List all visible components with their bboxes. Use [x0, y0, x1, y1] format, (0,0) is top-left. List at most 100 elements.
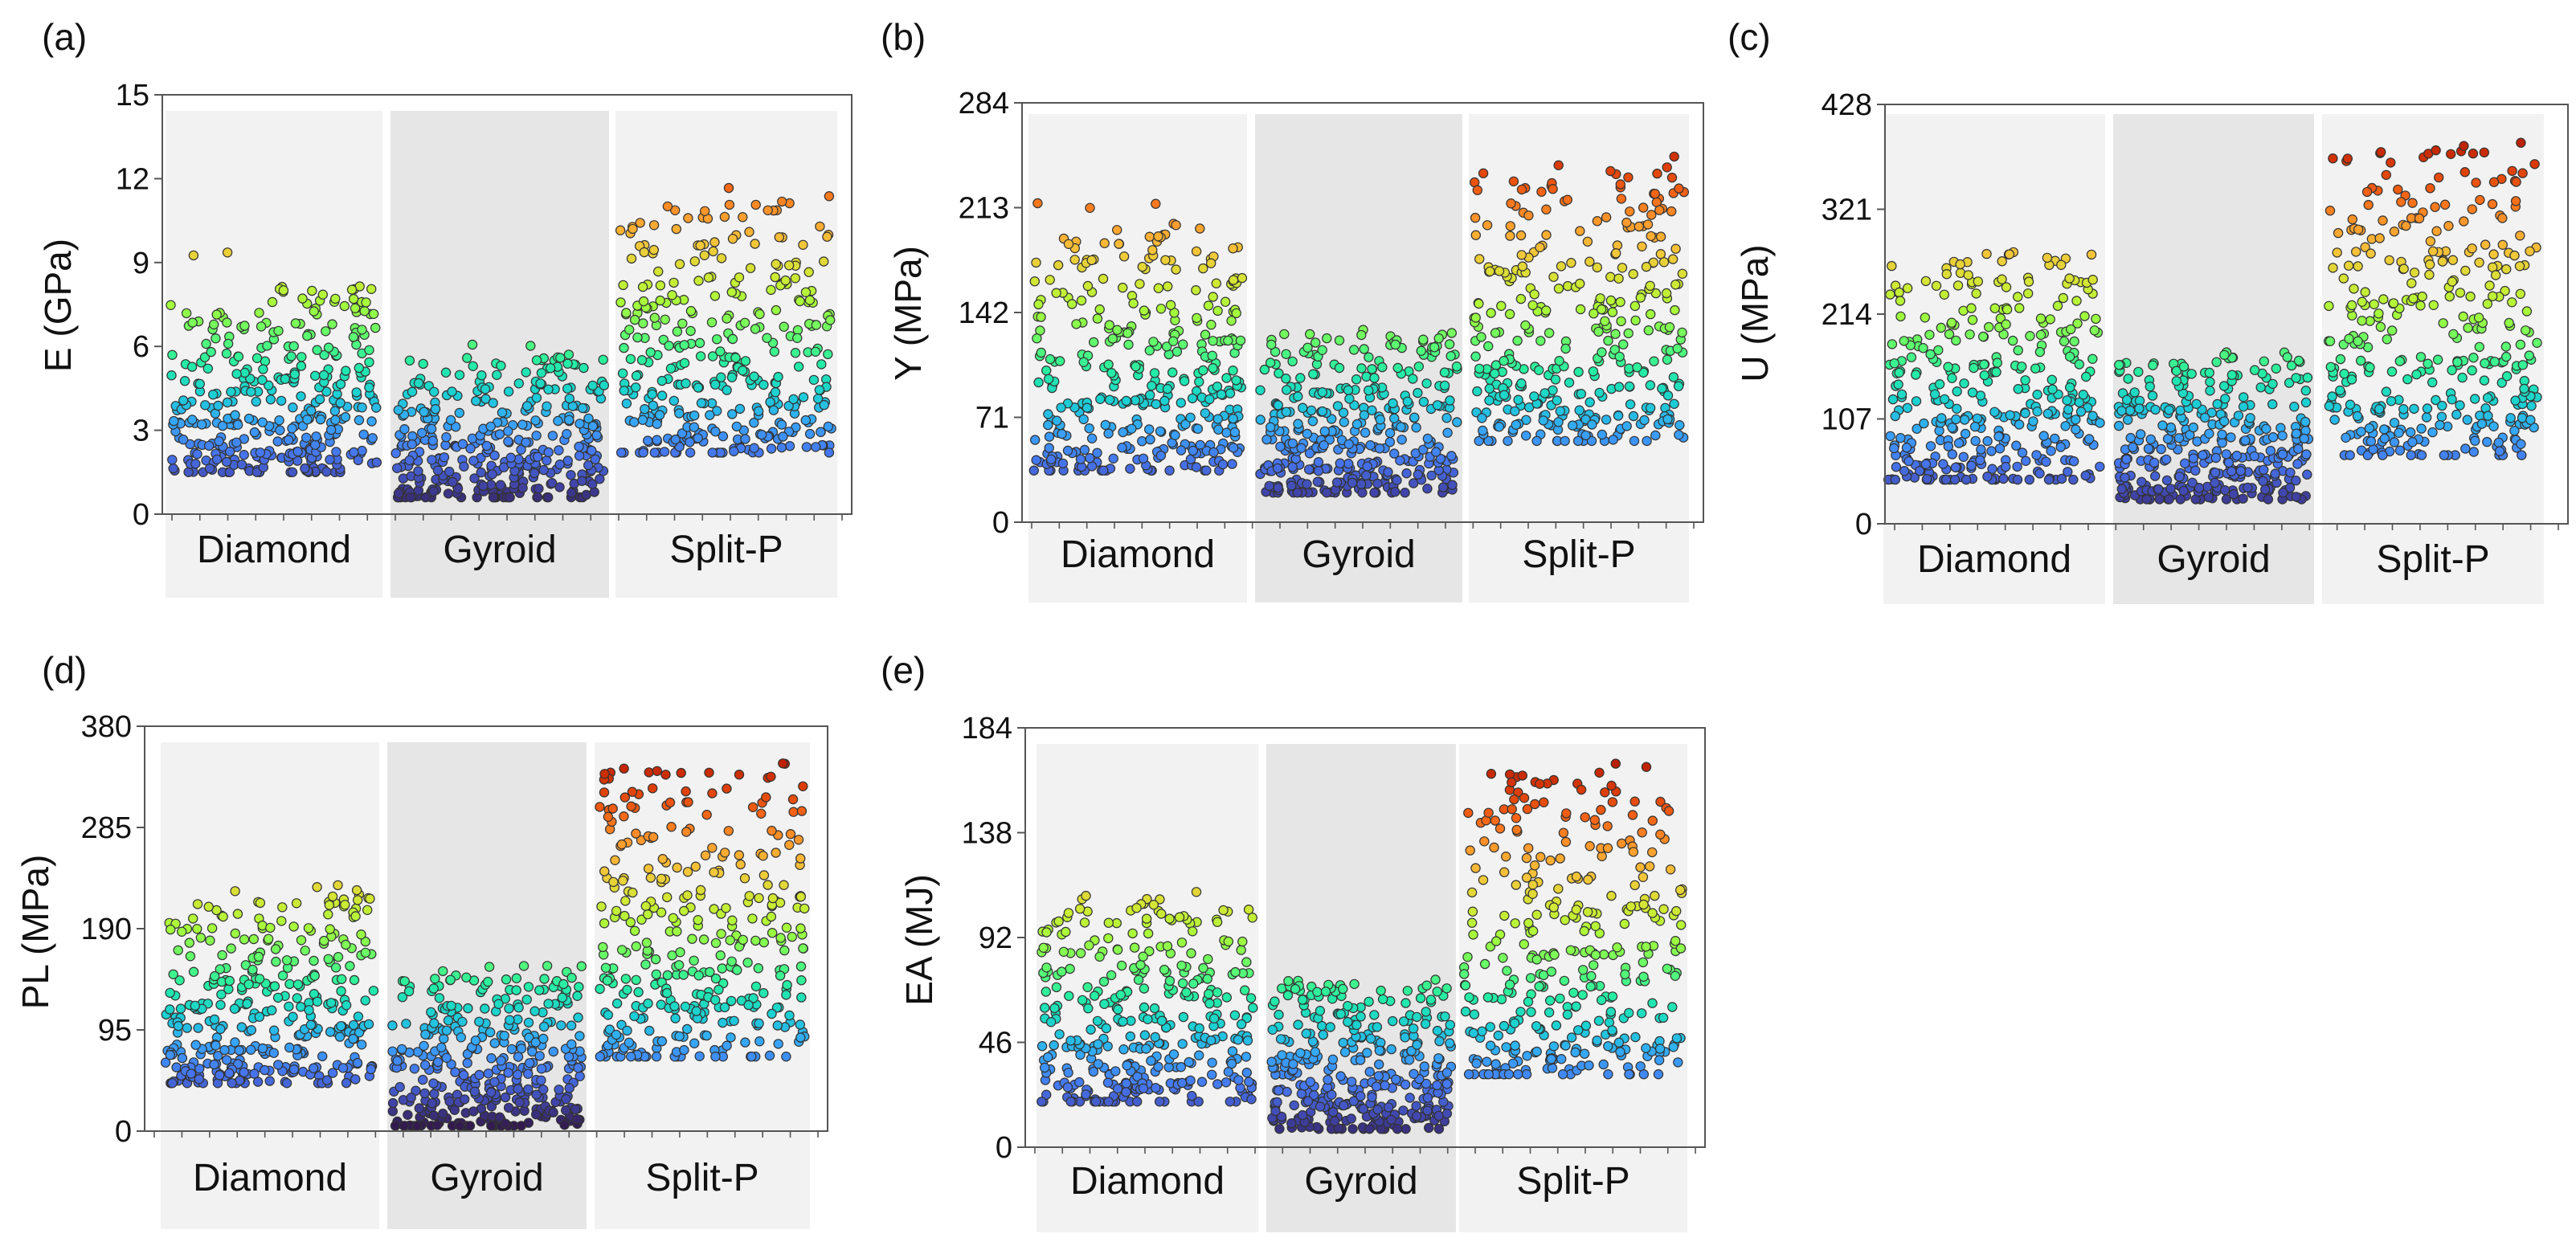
data-point	[201, 338, 211, 349]
data-point	[1669, 151, 1679, 162]
data-point	[1085, 453, 1095, 464]
data-point	[1890, 474, 1900, 485]
data-point	[1949, 474, 1961, 485]
data-point	[1362, 461, 1372, 472]
data-point	[1159, 964, 1170, 975]
data-point	[656, 873, 667, 884]
data-point	[1658, 257, 1670, 268]
data-point	[1364, 352, 1374, 362]
data-point	[173, 945, 183, 956]
data-point	[1895, 296, 1906, 306]
data-point	[1630, 315, 1641, 326]
data-point	[1400, 1079, 1411, 1090]
data-point	[165, 1049, 175, 1060]
data-point	[208, 390, 219, 400]
data-point	[1118, 251, 1130, 262]
data-point	[2463, 322, 2473, 333]
data-point	[2012, 461, 2022, 472]
data-point	[1418, 397, 1429, 407]
data-point	[1371, 1081, 1382, 1092]
data-point	[2165, 422, 2176, 433]
data-point	[1607, 307, 1618, 317]
data-point	[675, 947, 685, 958]
data-point	[2406, 278, 2417, 288]
data-point	[1959, 378, 1969, 389]
data-point	[631, 382, 641, 393]
data-point	[1138, 1083, 1149, 1093]
data-point	[1133, 974, 1144, 985]
data-point	[1117, 443, 1127, 453]
data-point	[773, 371, 783, 382]
data-point	[312, 996, 323, 1007]
data-point	[761, 792, 771, 803]
data-point	[2221, 449, 2231, 460]
data-point	[521, 437, 531, 447]
data-point	[325, 924, 335, 934]
data-point	[1511, 419, 1522, 431]
data-point	[1347, 477, 1358, 488]
data-point	[2425, 182, 2435, 194]
data-point	[620, 896, 631, 906]
data-point	[1388, 398, 1398, 409]
data-point	[699, 250, 710, 260]
data-point	[682, 890, 693, 901]
data-point	[1617, 263, 1628, 273]
data-point	[734, 850, 745, 860]
data-point	[209, 1014, 220, 1025]
data-point	[2220, 394, 2230, 404]
data-point	[341, 366, 351, 376]
data-point	[2217, 438, 2227, 448]
data-point	[1367, 405, 1377, 415]
data-point	[1221, 992, 1233, 1003]
data-point	[2149, 457, 2160, 468]
data-point	[638, 296, 649, 307]
data-point	[1107, 333, 1118, 344]
data-point	[740, 1037, 750, 1048]
data-point	[1141, 1044, 1151, 1054]
data-point	[705, 966, 715, 978]
data-point	[1218, 905, 1229, 916]
data-point	[2218, 416, 2230, 427]
data-point	[255, 447, 266, 458]
data-point	[776, 419, 787, 430]
data-point	[1058, 946, 1069, 958]
data-point	[254, 308, 264, 318]
data-point	[471, 395, 481, 406]
data-point	[1365, 440, 1376, 451]
data-point	[2375, 321, 2386, 333]
data-point	[1177, 1039, 1188, 1049]
data-point	[1943, 441, 1954, 451]
data-point	[2459, 216, 2469, 227]
data-point	[532, 492, 543, 503]
data-point	[230, 886, 240, 897]
data-point	[543, 384, 554, 394]
data-point	[1654, 205, 1665, 215]
data-point	[795, 923, 806, 933]
data-point	[810, 346, 821, 357]
data-point	[1911, 370, 1921, 380]
data-point	[2386, 366, 2398, 377]
data-point	[1223, 335, 1233, 346]
data-point	[633, 987, 644, 998]
data-point	[795, 296, 805, 307]
data-point	[1036, 312, 1046, 322]
data-point	[2120, 472, 2130, 483]
data-point	[346, 284, 358, 295]
data-point	[1474, 254, 1485, 264]
data-point	[539, 974, 550, 984]
data-point	[1646, 210, 1657, 220]
data-point	[1485, 266, 1495, 277]
data-point	[1576, 389, 1587, 399]
data-point	[712, 334, 722, 345]
data-point	[2389, 437, 2400, 447]
data-point	[1293, 391, 1303, 402]
data-point	[2459, 141, 2469, 151]
data-point	[739, 317, 750, 328]
data-point	[542, 401, 552, 411]
y-tick-label: 142	[959, 296, 1009, 330]
data-point	[2352, 411, 2363, 422]
data-point	[176, 926, 187, 938]
data-point	[1625, 206, 1635, 217]
data-point	[221, 456, 232, 468]
data-point	[190, 459, 201, 469]
